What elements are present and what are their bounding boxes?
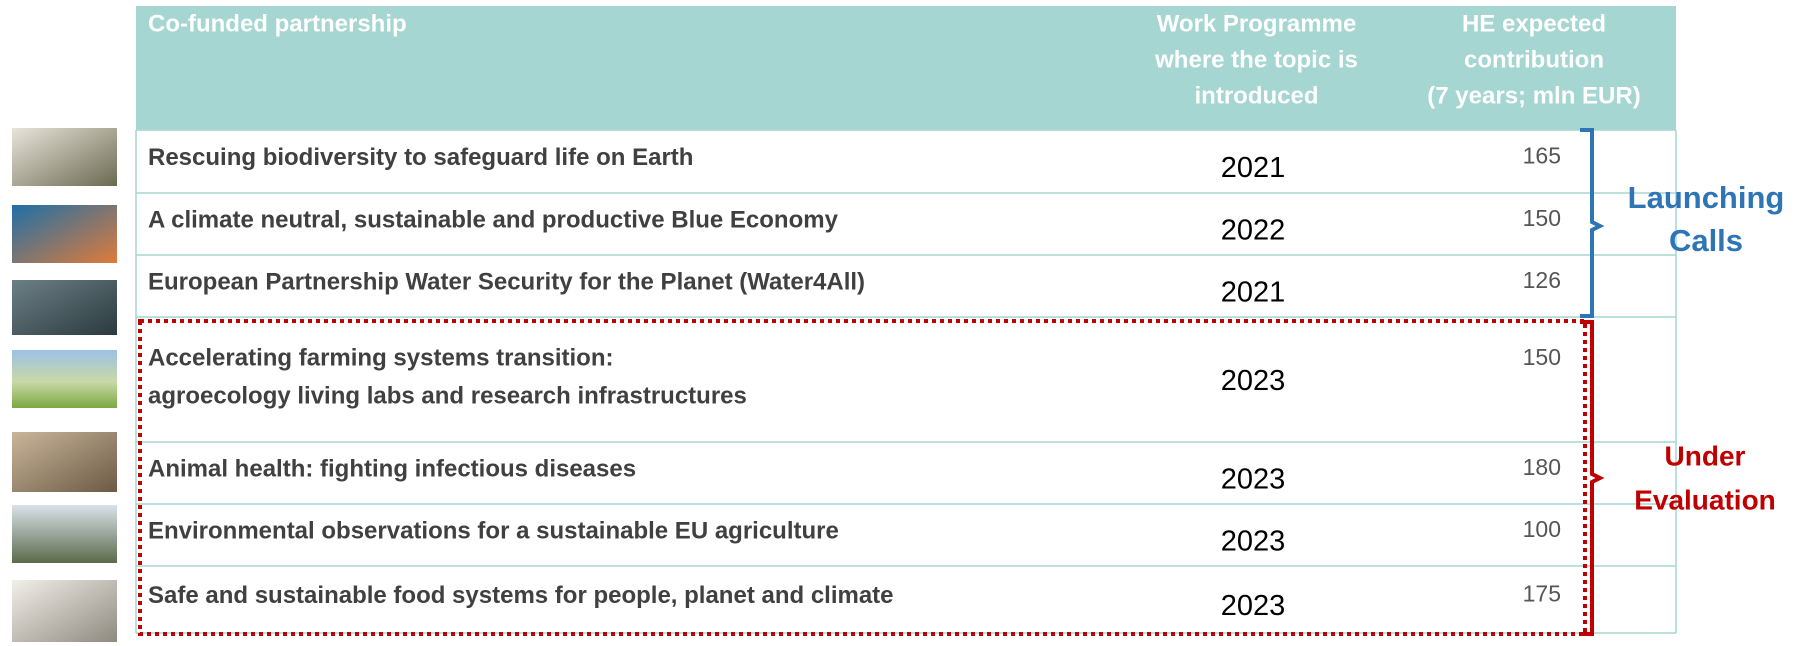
thumbnail: [12, 205, 117, 263]
header-text: contribution: [1464, 46, 1604, 73]
year: 2022: [1221, 215, 1286, 247]
year: 2023: [1221, 590, 1286, 622]
partnership: Accelerating farming systems transition:: [148, 344, 613, 371]
contribution: 126: [1523, 267, 1561, 293]
thumbnail: [12, 128, 117, 186]
partnership: Safe and sustainable food systems for pe…: [148, 582, 894, 609]
group-label: Evaluation: [1634, 484, 1776, 515]
header-text: Work Programme: [1157, 10, 1357, 37]
contribution: 150: [1523, 205, 1561, 231]
partnership: A climate neutral, sustainable and produ…: [148, 206, 839, 233]
group-label: Launching: [1628, 180, 1785, 215]
header-text: (7 years; mln EUR): [1427, 82, 1640, 109]
group-label: Under: [1665, 440, 1746, 471]
contribution: 150: [1523, 344, 1561, 370]
year: 2023: [1221, 526, 1286, 558]
bracket: [1580, 130, 1600, 316]
thumbnail: [12, 505, 117, 563]
partnership: Animal health: fighting infectious disea…: [148, 455, 636, 482]
page: Co-funded partnership Work Programme where…: [0, 0, 1804, 646]
contribution: 175: [1523, 581, 1561, 607]
thumbnail: [12, 350, 117, 408]
partnership: agroecology living labs and research inf…: [148, 382, 747, 409]
group-label: Calls: [1669, 223, 1743, 258]
partnership: Rescuing biodiversity to safeguard life …: [148, 144, 693, 171]
year: 2021: [1221, 152, 1286, 184]
year: 2023: [1221, 365, 1286, 397]
contribution: 180: [1523, 454, 1561, 480]
thumbnail: [12, 580, 117, 642]
header-text: HE expected: [1462, 10, 1606, 37]
contribution: 100: [1523, 516, 1561, 542]
thumbnail: [12, 280, 117, 335]
contribution: 165: [1523, 143, 1561, 169]
year: 2023: [1221, 464, 1286, 496]
thumbnails: [12, 128, 117, 642]
thumbnail: [12, 432, 117, 492]
header-text: Co-funded partnership: [148, 10, 407, 37]
partnership: European Partnership Water Security for …: [148, 268, 865, 295]
partnership: Environmental observations for a sustain…: [148, 517, 839, 544]
header-text: introduced: [1195, 82, 1319, 109]
year: 2021: [1221, 277, 1286, 309]
header-text: where the topic is: [1154, 46, 1358, 73]
